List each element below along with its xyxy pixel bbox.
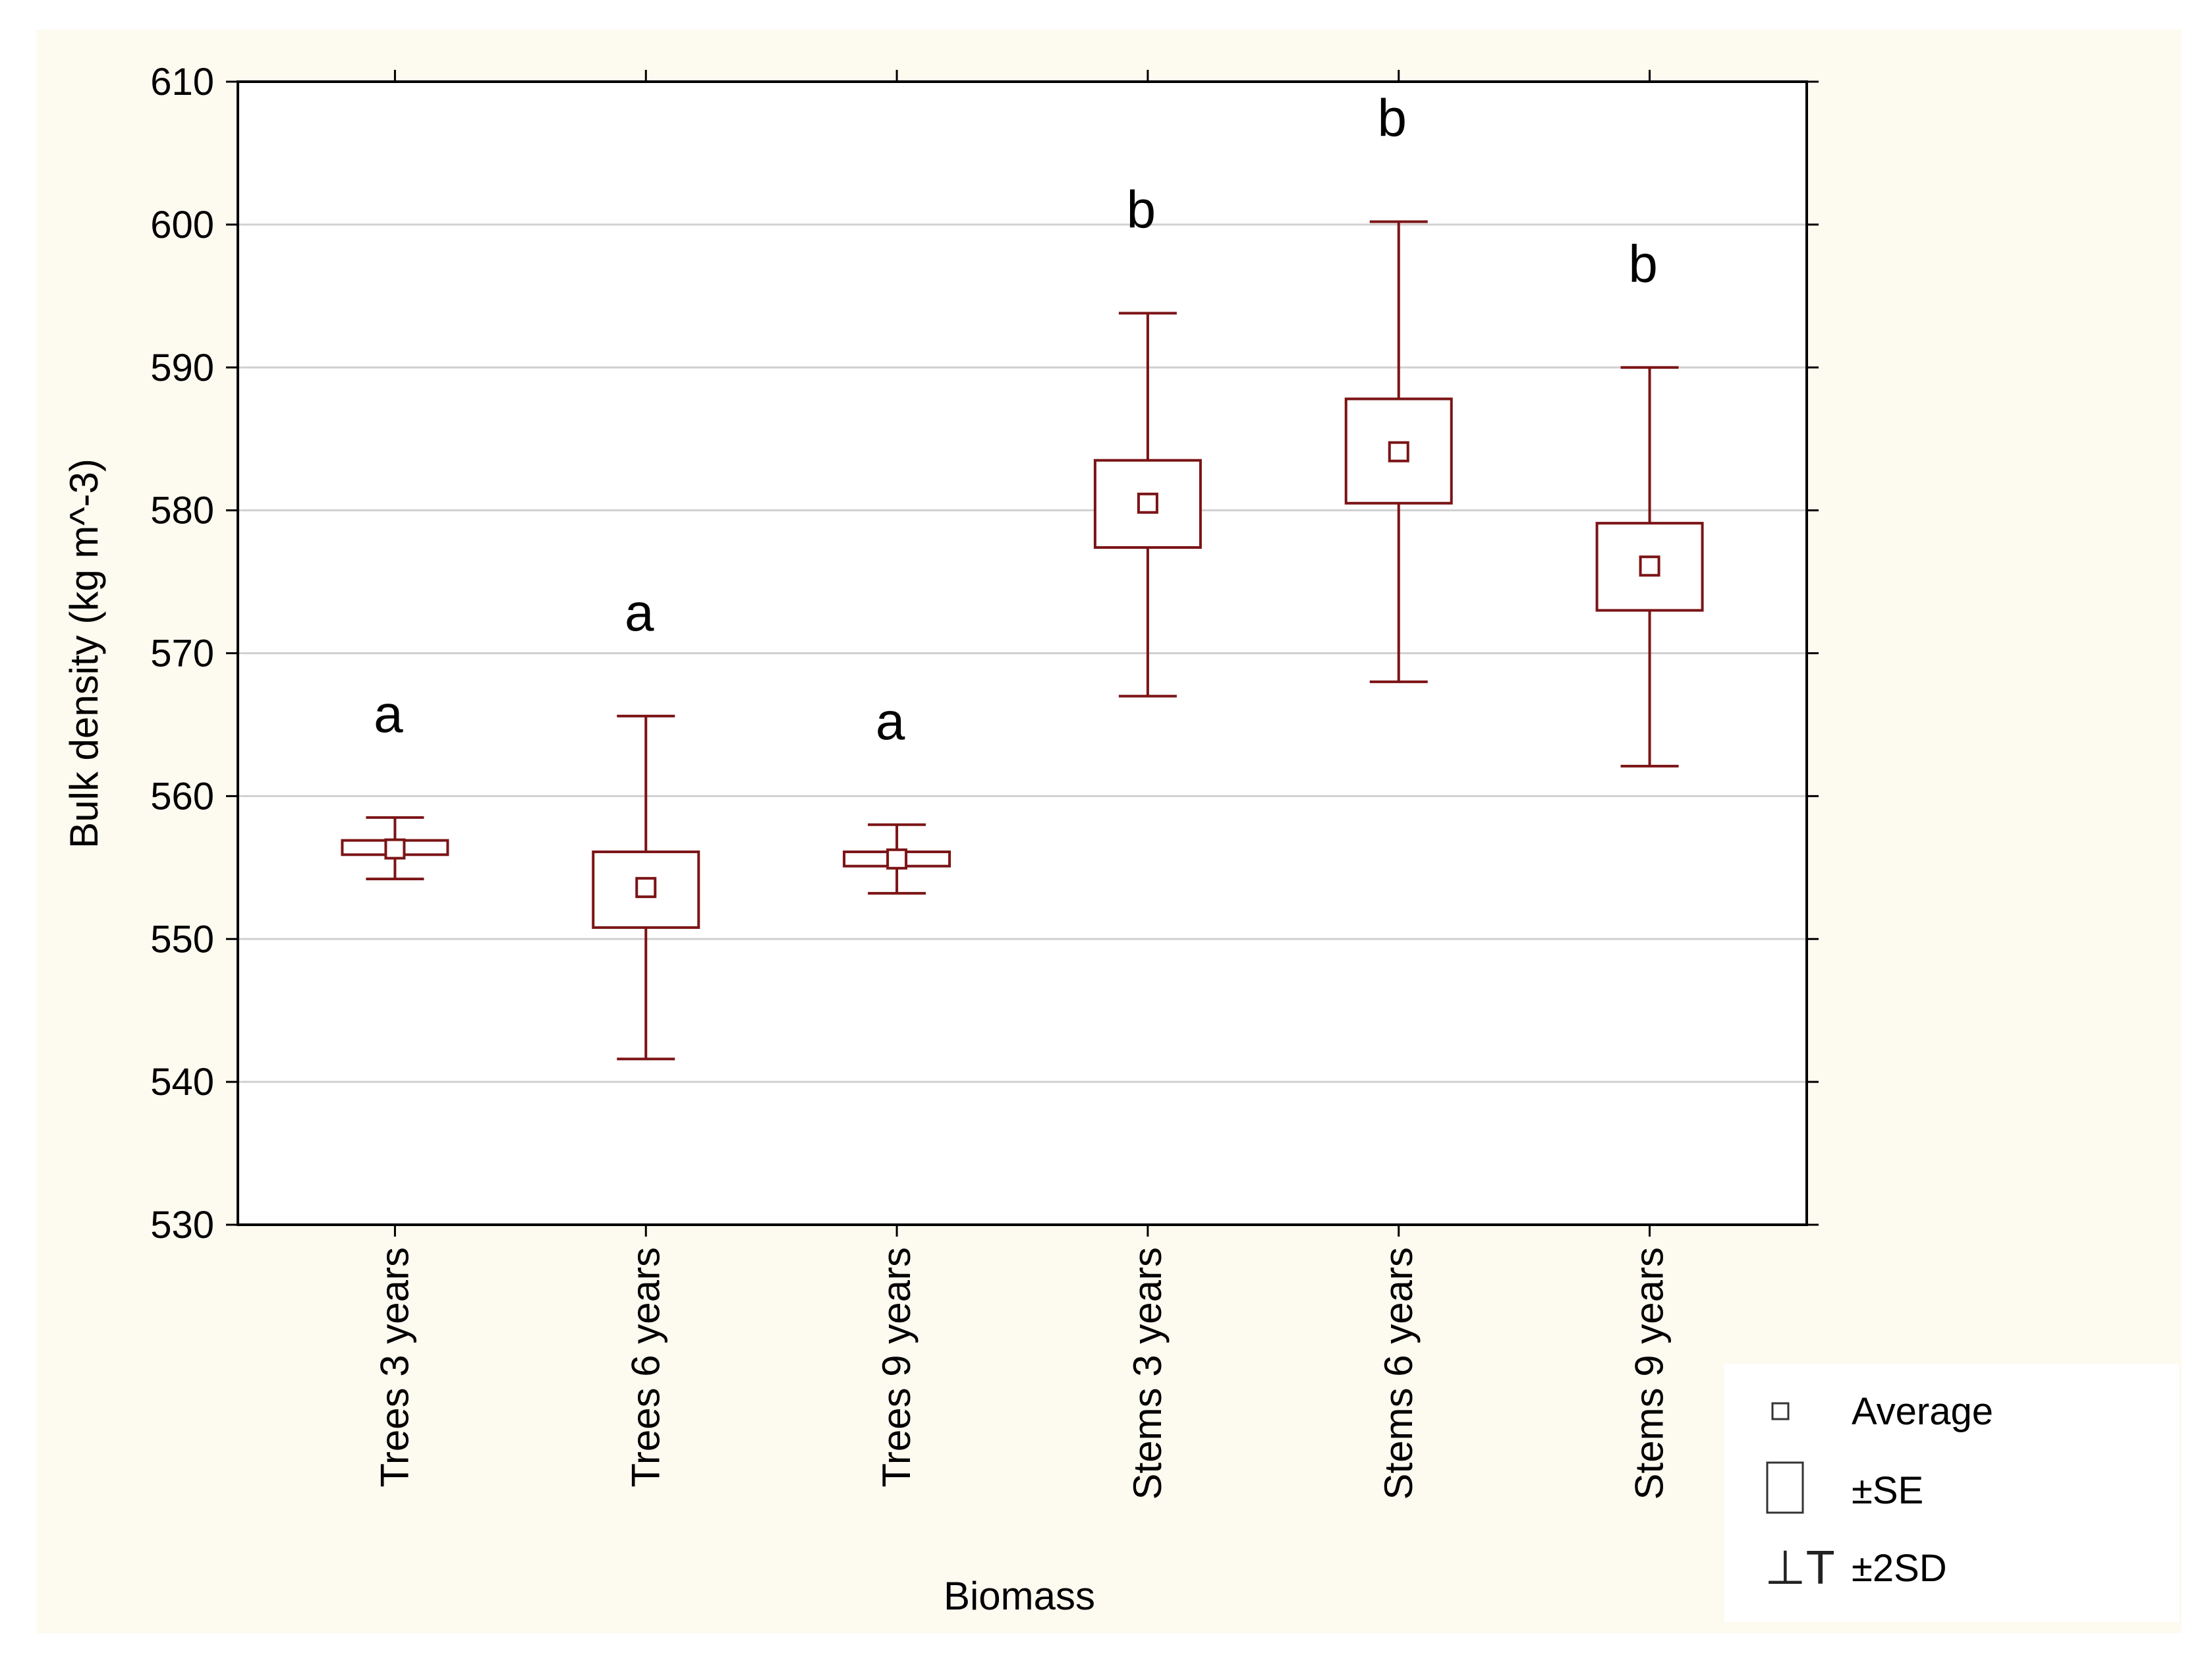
x-tick-label: Trees 6 years [623, 1247, 667, 1488]
mean-marker [635, 877, 657, 899]
x-tick-label: Trees 3 years [372, 1247, 416, 1488]
y-tick-label: 600 [150, 204, 214, 246]
y-tick-label: 560 [150, 775, 214, 818]
group-letter: a [625, 583, 654, 642]
x-tick-label: Stems 6 years [1376, 1247, 1421, 1499]
x-axis-title: Biomass [944, 1574, 1095, 1618]
y-tick-label: 540 [150, 1061, 214, 1104]
group-letters: a a a b b b [374, 89, 1658, 750]
mean-marker [886, 848, 908, 870]
grid-lines [238, 223, 1807, 1083]
y-tick-label: 590 [150, 347, 214, 389]
y-tick-label: 610 [150, 61, 214, 103]
group-letter: a [374, 685, 403, 743]
group-letter: b [1628, 235, 1658, 293]
group-letter: b [1378, 89, 1407, 148]
data-marks [341, 220, 1704, 1061]
x-tick-label: Stems 9 years [1628, 1247, 1672, 1499]
category-group [1093, 312, 1202, 698]
x-tick-label: Stems 3 years [1125, 1247, 1170, 1499]
group-letter: a [876, 692, 905, 750]
mean-marker [1639, 555, 1660, 577]
mean-marker [1388, 441, 1409, 462]
y-axis-title: Bulk density (kg m^-3) [62, 459, 106, 849]
group-letter: b [1127, 180, 1156, 238]
legend-sd-symbol: ⊥T [1765, 1542, 1835, 1594]
y-tick-label: 570 [150, 632, 214, 675]
legend: Average ±SE ⊥T ±2SD [1724, 1364, 2179, 1622]
plot-frame [237, 80, 1808, 1226]
category-labels: Trees 3 years Trees 6 years Trees 9 years S… [372, 1247, 1671, 1499]
y-tick-label: 580 [150, 490, 214, 532]
legend-label: Average [1852, 1390, 1993, 1433]
legend-mean-symbol [1771, 1402, 1790, 1420]
category-group [1344, 220, 1453, 683]
mean-marker [1137, 492, 1158, 514]
category-group [1595, 366, 1704, 768]
legend-label: ±SE [1852, 1469, 1923, 1512]
mean-marker [384, 838, 406, 860]
legend-label: ±2SD [1852, 1547, 1947, 1590]
y-tick-label: 530 [150, 1204, 214, 1246]
axes: 530 540 550 560 570 580 590 600 610 [150, 61, 1819, 1246]
category-group [592, 714, 700, 1061]
category-group [341, 816, 449, 881]
category-group [843, 823, 951, 895]
legend-se-symbol [1766, 1461, 1804, 1514]
y-tick-label: 550 [150, 918, 214, 961]
x-tick-label: Trees 9 years [874, 1247, 919, 1488]
